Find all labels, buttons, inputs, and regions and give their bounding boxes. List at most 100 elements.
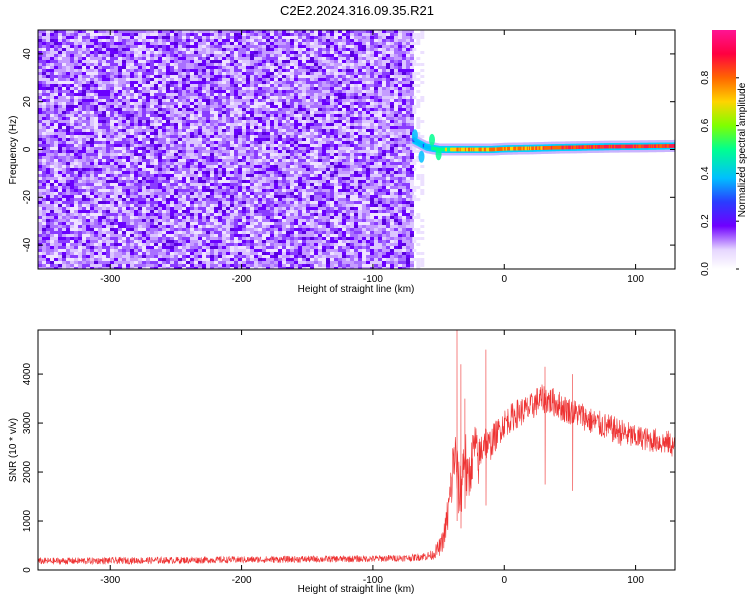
heatmap-cell: [122, 51, 126, 54]
heatmap-cell: [86, 135, 90, 138]
heatmap-cell: [182, 180, 186, 183]
heatmap-cell: [178, 225, 182, 228]
heatmap-cell: [150, 60, 154, 63]
heatmap-cell: [266, 219, 270, 222]
heatmap-cell: [182, 174, 186, 177]
heatmap-cell: [182, 93, 186, 96]
heatmap-cell: [254, 111, 258, 114]
heatmap-cell: [254, 234, 258, 237]
heatmap-cell: [118, 168, 122, 171]
heatmap-cell: [186, 120, 190, 123]
heatmap-cell: [38, 234, 42, 237]
heatmap-cell: [246, 72, 250, 75]
heatmap-cell: [134, 81, 138, 84]
heatmap-cell: [146, 60, 150, 63]
heatmap-cell: [118, 189, 122, 192]
heatmap-cell: [142, 93, 146, 96]
heatmap-cell: [42, 39, 46, 42]
heatmap-cell: [262, 165, 266, 168]
heatmap-cell: [154, 192, 158, 195]
heatmap-cell: [206, 252, 210, 255]
heatmap-cell: [82, 138, 86, 141]
heatmap-cell: [190, 138, 194, 141]
heatmap-cell: [138, 60, 142, 63]
heatmap-cell: [262, 132, 266, 135]
heatmap-cell: [166, 153, 170, 156]
heatmap-cell: [210, 225, 214, 228]
heatmap-cell: [262, 42, 266, 45]
heatmap-cell: [126, 213, 130, 216]
heatmap-cell: [142, 180, 146, 183]
heatmap-cell: [162, 180, 166, 183]
heatmap-cell: [178, 249, 182, 252]
heatmap-cell: [138, 75, 142, 78]
heatmap-cell: [82, 192, 86, 195]
heatmap-cell: [238, 201, 242, 204]
heatmap-cell: [54, 153, 58, 156]
heatmap-cell: [130, 174, 134, 177]
heatmap-cell: [202, 105, 206, 108]
heatmap-cell: [218, 198, 222, 201]
heatmap-cell: [222, 249, 226, 252]
heatmap-cell: [166, 36, 170, 39]
heatmap-cell: [270, 108, 274, 111]
heatmap-cell: [158, 180, 162, 183]
heatmap-cell: [174, 96, 178, 99]
heatmap-cell: [174, 93, 178, 96]
heatmap-cell: [186, 60, 190, 63]
heatmap-cell: [38, 69, 42, 72]
heatmap-cell: [138, 180, 142, 183]
heatmap-cell: [246, 135, 250, 138]
heatmap-cell: [142, 111, 146, 114]
heatmap-cell: [138, 207, 142, 210]
heatmap-cell: [178, 102, 182, 105]
heatmap-cell: [262, 96, 266, 99]
heatmap-cell: [230, 216, 234, 219]
heatmap-cell: [98, 168, 102, 171]
heatmap-cell: [266, 144, 270, 147]
heatmap-cell: [250, 72, 254, 75]
heatmap-cell: [158, 141, 162, 144]
heatmap-cell: [134, 69, 138, 72]
heatmap-cell: [46, 120, 50, 123]
heatmap-cell: [50, 180, 54, 183]
heatmap-cell: [266, 177, 270, 180]
heatmap-cell: [86, 222, 90, 225]
heatmap-cell: [158, 54, 162, 57]
heatmap-cell: [258, 168, 262, 171]
heatmap-cell: [210, 237, 214, 240]
heatmap-cell: [86, 255, 90, 258]
heatmap-cell: [214, 63, 218, 66]
heatmap-cell: [146, 120, 150, 123]
heatmap-cell: [94, 42, 98, 45]
heatmap-cell: [254, 261, 258, 264]
heatmap-cell: [98, 150, 102, 153]
heatmap-cell: [222, 36, 226, 39]
heatmap-cell: [134, 180, 138, 183]
heatmap-cell: [214, 234, 218, 237]
heatmap-cell: [206, 90, 210, 93]
heatmap-cell: [274, 201, 278, 204]
heatmap-cell: [186, 114, 190, 117]
heatmap-cell: [66, 165, 70, 168]
heatmap-cell: [74, 189, 78, 192]
heatmap-cell: [134, 78, 138, 81]
heatmap-cell: [222, 237, 226, 240]
heatmap-cell: [98, 195, 102, 198]
heatmap-cell: [134, 120, 138, 123]
heatmap-cell: [234, 252, 238, 255]
heatmap-cell: [86, 207, 90, 210]
heatmap-cell: [114, 222, 118, 225]
heatmap-cell: [206, 171, 210, 174]
heatmap-cell: [170, 165, 174, 168]
heatmap-cell: [86, 66, 90, 69]
heatmap-cell: [154, 72, 158, 75]
heatmap-cell: [238, 252, 242, 255]
heatmap-cell: [62, 201, 66, 204]
heatmap-cell: [98, 123, 102, 126]
heatmap-cell: [198, 228, 202, 231]
heatmap-cell: [258, 57, 262, 60]
heatmap-cell: [198, 177, 202, 180]
heatmap-cell: [182, 222, 186, 225]
heatmap-cell: [206, 186, 210, 189]
